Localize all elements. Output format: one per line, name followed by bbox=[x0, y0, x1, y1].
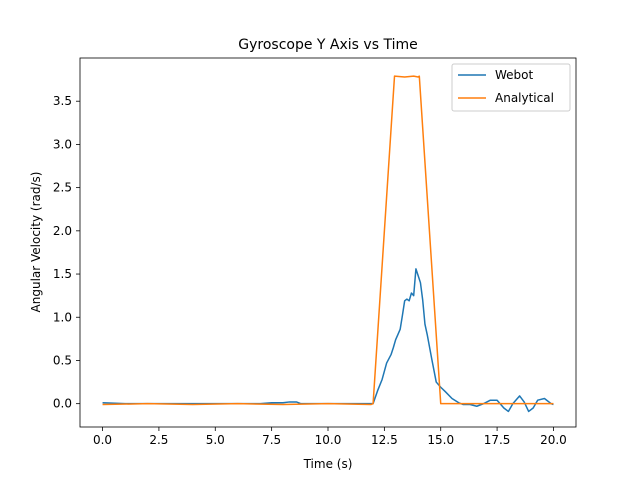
y-tick-label: 2.5 bbox=[53, 181, 72, 195]
series-line-webot bbox=[102, 268, 554, 413]
x-tick-label: 15.0 bbox=[427, 433, 454, 447]
y-tick-label: 2.0 bbox=[53, 224, 72, 238]
y-tick-label: 0.0 bbox=[53, 397, 72, 411]
x-tick-label: 10.0 bbox=[315, 433, 342, 447]
x-tick-label: 12.5 bbox=[371, 433, 398, 447]
y-tick-label: 3.0 bbox=[53, 137, 72, 151]
y-tick-label: 1.0 bbox=[53, 310, 72, 324]
x-tick-label: 7.5 bbox=[262, 433, 281, 447]
x-tick-label: 5.0 bbox=[206, 433, 225, 447]
x-axis-label: Time (s) bbox=[303, 457, 353, 471]
x-tick-label: 17.5 bbox=[484, 433, 511, 447]
y-tick-label: 0.5 bbox=[53, 353, 72, 367]
y-tick-label: 1.5 bbox=[53, 267, 72, 281]
y-axis-label: Angular Velocity (rad/s) bbox=[29, 172, 43, 313]
chart-title: Gyroscope Y Axis vs Time bbox=[238, 37, 417, 53]
legend-analytical-label: Analytical bbox=[495, 91, 554, 105]
series-line-analytical bbox=[102, 75, 554, 406]
x-tick-label: 20.0 bbox=[540, 433, 567, 447]
x-tick-label: 0.0 bbox=[93, 433, 112, 447]
y-tick-label: 3.5 bbox=[53, 94, 72, 108]
legend: Webot Analytical bbox=[451, 63, 571, 112]
x-tick-label: 2.5 bbox=[149, 433, 168, 447]
legend-webot-label: Webot bbox=[495, 68, 534, 82]
